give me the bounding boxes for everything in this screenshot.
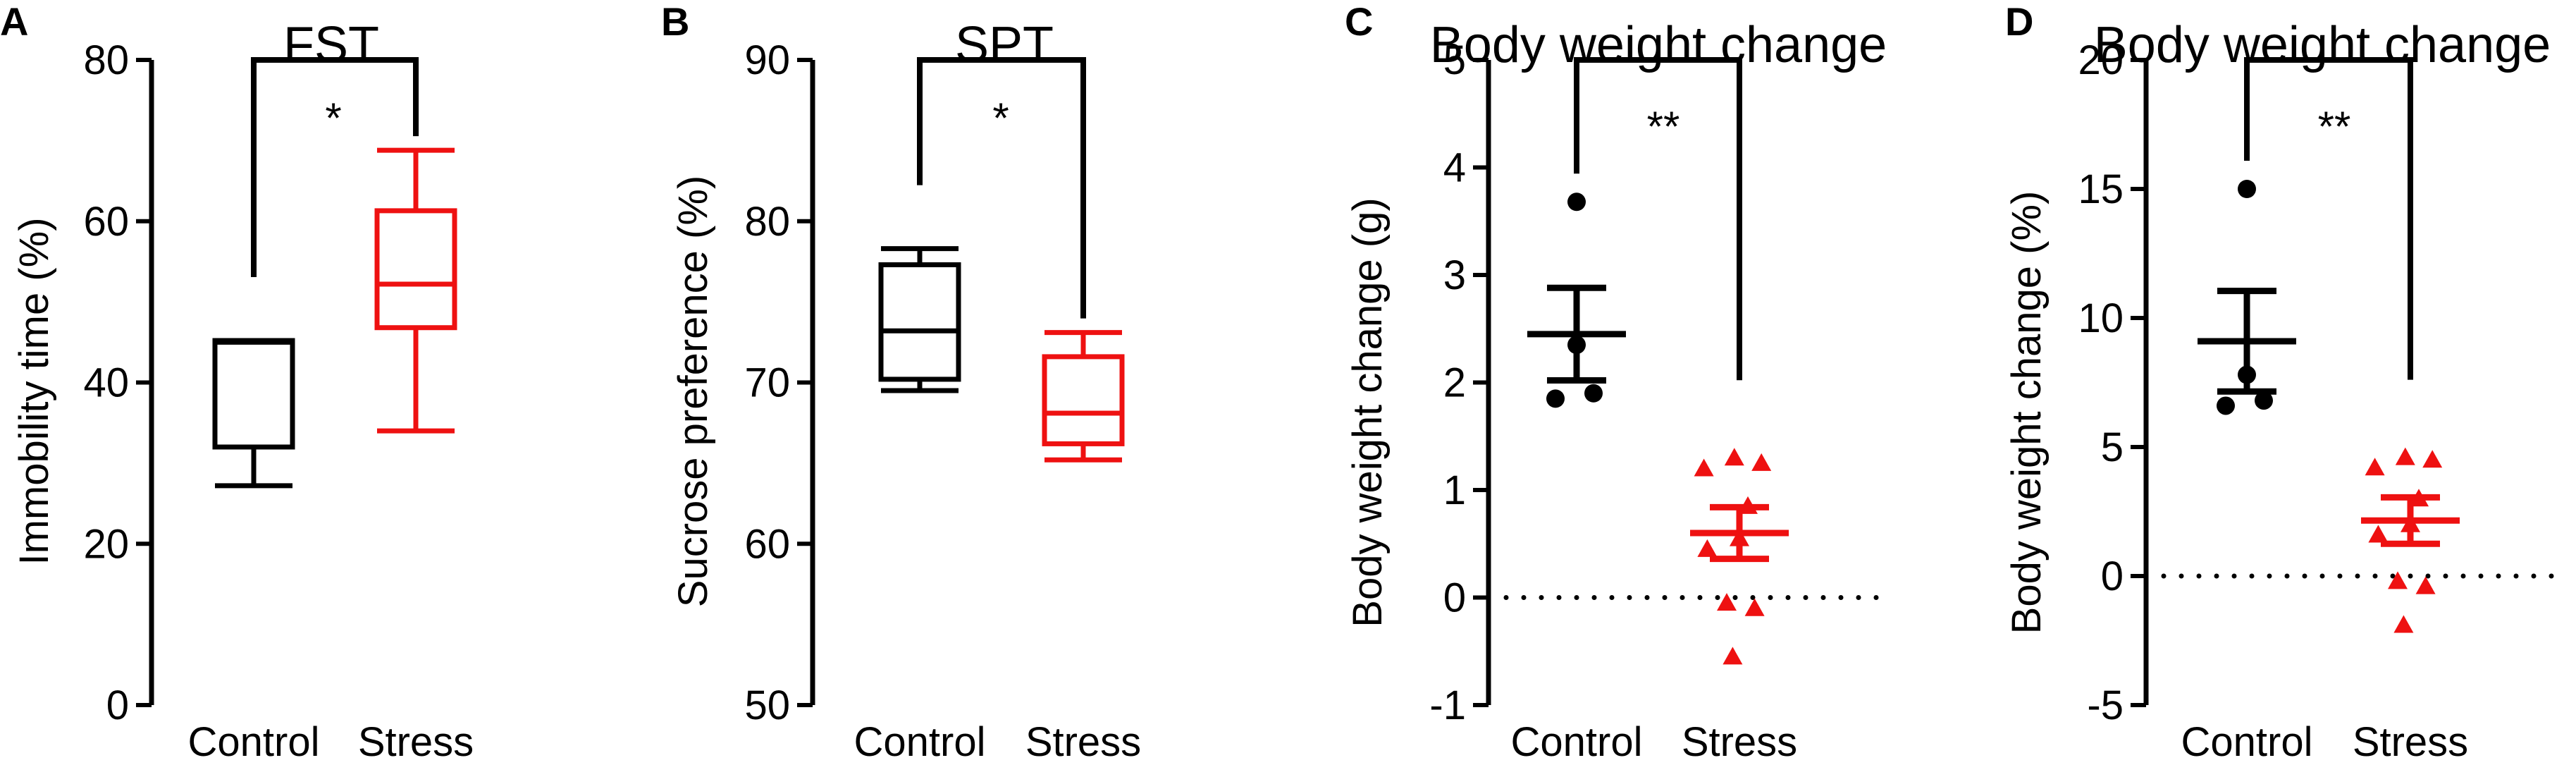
y-tick-label: 20 — [83, 521, 129, 567]
point-control — [1546, 389, 1565, 408]
y-axis-label: Body weight change (%) — [2004, 191, 2050, 635]
y-tick-label: 0 — [106, 683, 129, 728]
point-stress — [1724, 448, 1744, 466]
box-control-iqr — [878, 262, 961, 382]
panel-b: B SPT Sucrose preference (%) Control Str… — [661, 0, 1141, 765]
y-tick-label: 80 — [83, 37, 129, 83]
point-stress — [1751, 453, 1772, 471]
significance-label: * — [992, 94, 1009, 142]
x-tick-label-stress: Stress — [1682, 719, 1797, 765]
y-tick-label: 20 — [2078, 37, 2124, 83]
y-tick-label: 1 — [1443, 467, 1466, 513]
x-tick-label-stress: Stress — [1025, 719, 1141, 765]
significance-label: ** — [1647, 103, 1680, 150]
point-stress — [2395, 447, 2415, 465]
x-tick-label-control: Control — [1511, 719, 1643, 765]
chart-title: FST — [283, 17, 379, 73]
y-tick-label: -5 — [2087, 683, 2124, 728]
panel-letter: B — [661, 0, 689, 44]
y-axis-label: Sucrose preference (%) — [670, 176, 716, 607]
x-tick-label-stress: Stress — [358, 719, 474, 765]
point-control — [2238, 180, 2256, 198]
y-tick-label: 3 — [1443, 252, 1466, 298]
y-tick-label: 5 — [1443, 37, 1466, 83]
point-stress — [1697, 539, 1718, 557]
significance-label: * — [325, 94, 341, 142]
y-tick-label: 90 — [744, 37, 790, 83]
y-tick-label: 2 — [1443, 360, 1466, 406]
significance-bracket — [917, 57, 1086, 319]
panel-d: D Body weight change Body weight change … — [2004, 0, 2558, 765]
point-control — [2255, 391, 2273, 410]
box-control-iqr — [212, 338, 295, 450]
chart-title: SPT — [955, 17, 1054, 73]
y-tick-label: 10 — [2078, 295, 2124, 341]
panel-letter: D — [2005, 0, 2033, 44]
x-tick-label-stress: Stress — [2353, 719, 2468, 765]
point-stress — [1723, 647, 1743, 665]
y-tick-label: 80 — [744, 199, 790, 245]
point-control — [1584, 384, 1603, 403]
y-tick-label: 4 — [1443, 145, 1466, 191]
y-tick-label: 0 — [2101, 553, 2124, 599]
point-control — [1567, 192, 1586, 212]
x-tick-label-control: Control — [2181, 719, 2313, 765]
point-stress — [1717, 593, 1737, 611]
y-tick-label: 50 — [744, 683, 790, 728]
panel-c: C Body weight change Body weight change … — [1345, 0, 1887, 765]
y-tick-label: 5 — [2101, 424, 2124, 470]
y-axis-label: Immobility time (%) — [11, 217, 57, 565]
significance-bracket — [1574, 57, 1742, 381]
y-tick-label: 15 — [2078, 166, 2124, 212]
point-stress — [2393, 615, 2414, 633]
chart-title: Body weight change — [1430, 17, 1887, 73]
panel-letter: C — [1345, 0, 1373, 44]
chart-title: Body weight change — [2094, 17, 2551, 73]
panel-letter: A — [0, 0, 28, 44]
y-tick-label: 60 — [744, 521, 790, 567]
significance-bracket — [2244, 57, 2413, 380]
y-tick-label: 40 — [83, 360, 129, 406]
significance-label: ** — [2318, 103, 2351, 150]
significance-bracket — [251, 57, 419, 278]
x-tick-label-control: Control — [854, 719, 986, 765]
box-stress-iqr — [1042, 354, 1125, 446]
point-stress — [2388, 571, 2408, 589]
point-stress — [2368, 525, 2389, 543]
y-tick-label: 60 — [83, 199, 129, 245]
box-stress-iqr — [374, 208, 457, 331]
point-stress — [2422, 450, 2443, 468]
y-tick-label: 70 — [744, 360, 790, 406]
panel-a: A FST Immobility time (%) Control Stress… — [0, 0, 474, 765]
y-axis-label: Body weight change (g) — [1345, 197, 1391, 627]
point-stress — [1744, 598, 1765, 616]
y-tick-label: 0 — [1443, 575, 1466, 621]
point-control — [2217, 396, 2235, 415]
point-stress — [2415, 576, 2436, 594]
x-tick-label-control: Control — [188, 719, 320, 765]
y-tick-label: -1 — [1429, 683, 1466, 728]
point-stress — [2365, 458, 2385, 476]
point-stress — [1694, 458, 1714, 477]
